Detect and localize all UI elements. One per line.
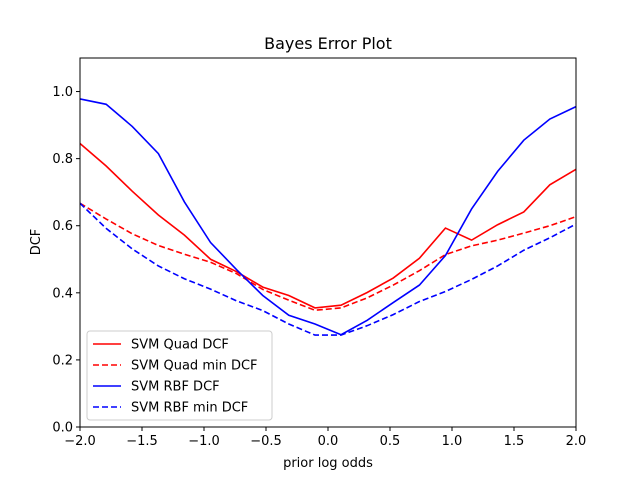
x-tick-label: −2.0 (64, 434, 96, 449)
chart-title: Bayes Error Plot (264, 34, 392, 53)
legend-label-svm-rbf-dcf: SVM RBF DCF (131, 380, 220, 395)
legend: SVM Quad DCF SVM Quad min DCF SVM RBF DCF S… (86, 330, 273, 421)
y-tick-label: 0.6 (52, 219, 73, 234)
y-tick-label: 0.8 (52, 152, 73, 167)
legend-box (86, 330, 273, 421)
x-tick-label: −1.5 (126, 434, 158, 449)
series-line-svm-rbf-dcf (79, 98, 577, 336)
legend-label-svm-quad-dcf: SVM Quad DCF (131, 338, 229, 353)
series-line-svm-quad-dcf (79, 142, 577, 309)
y-axis: 0.0 0.2 0.4 0.6 0.8 1.0 (52, 85, 80, 436)
x-tick-label: −0.5 (250, 434, 282, 449)
y-tick-label: 0.4 (52, 286, 73, 301)
x-axis: −2.0 −1.5 −1.0 −0.5 0.0 0.5 1.0 1.5 2.0 (64, 427, 586, 449)
legend-label-svm-quad-min-dcf: SVM Quad min DCF (131, 359, 258, 374)
x-tick-label: 1.5 (504, 434, 525, 449)
x-tick-label: 0.0 (318, 434, 339, 449)
x-tick-label: −1.0 (188, 434, 220, 449)
y-axis-label: DCF (29, 229, 44, 256)
y-tick-label: 0.0 (52, 421, 73, 436)
series-layer (79, 98, 577, 336)
y-tick-label: 0.2 (52, 353, 73, 368)
series-line-svm-quad-min-dcf (79, 202, 577, 312)
x-tick-label: 2.0 (566, 434, 587, 449)
x-axis-label: prior log odds (283, 456, 373, 471)
series-line-svm-rbf-min-dcf (79, 202, 577, 336)
x-tick-label: 1.0 (442, 434, 463, 449)
legend-label-svm-rbf-min-dcf: SVM RBF min DCF (131, 401, 248, 416)
y-tick-label: 1.0 (52, 85, 73, 100)
x-tick-label: 0.5 (380, 434, 401, 449)
